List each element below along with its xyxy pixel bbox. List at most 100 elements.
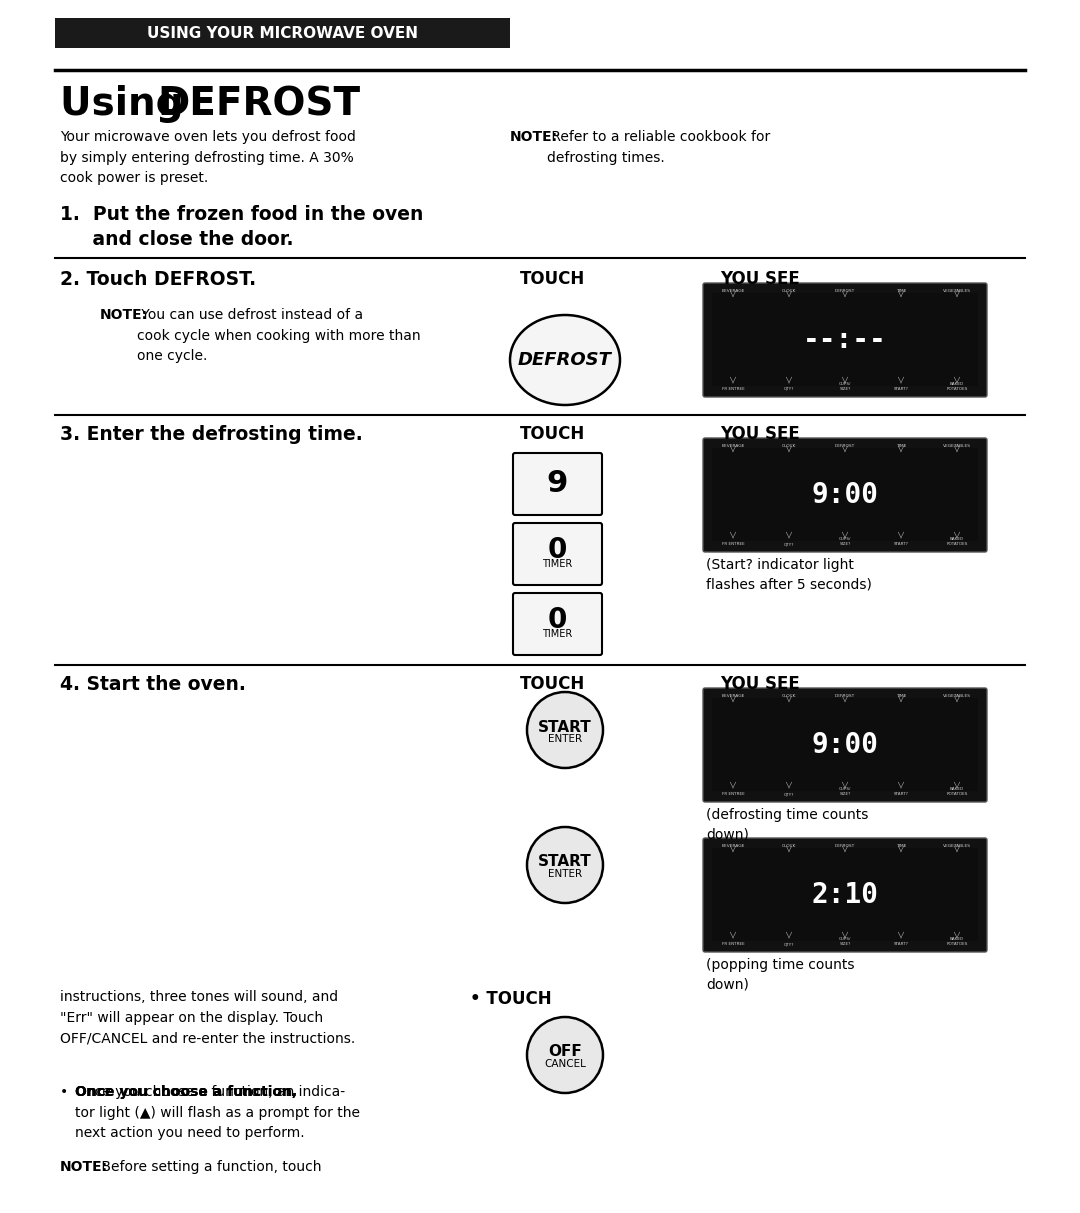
Text: DEFROST: DEFROST <box>835 289 855 294</box>
Bar <box>712 294 978 386</box>
Text: CUPS/
SIZE?: CUPS/ SIZE? <box>839 382 851 391</box>
Text: VEGETABLES: VEGETABLES <box>943 444 971 448</box>
Text: Once you choose a function, an indica-
tor light (▲) will flash as a prompt for : Once you choose a function, an indica- t… <box>75 1084 360 1140</box>
Text: 0: 0 <box>548 536 567 564</box>
Text: 1.  Put the frozen food in the oven
     and close the door.: 1. Put the frozen food in the oven and c… <box>60 205 423 249</box>
Text: FR ENTREE: FR ENTREE <box>721 542 744 546</box>
Text: DEFROST: DEFROST <box>835 844 855 848</box>
Text: VEGETABLES: VEGETABLES <box>943 844 971 848</box>
Text: ENTER: ENTER <box>548 869 582 879</box>
Text: BEVERAGE: BEVERAGE <box>721 844 745 848</box>
Bar <box>55 18 510 49</box>
Text: •: • <box>60 1084 72 1099</box>
Text: (defrosting time counts
down): (defrosting time counts down) <box>706 808 868 842</box>
Text: BEVERAGE: BEVERAGE <box>721 289 745 294</box>
Text: FR ENTREE: FR ENTREE <box>721 387 744 391</box>
Text: QTY?: QTY? <box>784 792 794 796</box>
Text: 9:00: 9:00 <box>811 731 878 759</box>
Text: BEVERAGE: BEVERAGE <box>721 444 745 448</box>
Text: QTY?: QTY? <box>784 943 794 946</box>
Text: TOUCH: TOUCH <box>519 674 585 693</box>
Text: Once you choose a function,: Once you choose a function, <box>75 1084 297 1099</box>
Text: Your microwave oven lets you defrost food
by simply entering defrosting time. A : Your microwave oven lets you defrost foo… <box>60 130 356 186</box>
Text: Once you choose a function,: Once you choose a function, <box>75 1084 297 1099</box>
Text: OFF: OFF <box>549 1044 582 1059</box>
FancyBboxPatch shape <box>703 688 987 802</box>
Circle shape <box>527 827 603 902</box>
Text: USING YOUR MICROWAVE OVEN: USING YOUR MICROWAVE OVEN <box>147 25 418 40</box>
Text: CLOCK: CLOCK <box>782 289 796 294</box>
Text: DEFROST: DEFROST <box>157 85 360 123</box>
Text: TIME: TIME <box>895 444 906 448</box>
Text: YOU SEE: YOU SEE <box>720 425 800 443</box>
Text: CLOCK: CLOCK <box>782 694 796 697</box>
Text: (popping time counts
down): (popping time counts down) <box>706 958 854 991</box>
Text: Using: Using <box>60 85 197 123</box>
Text: BAKED
POTATOES: BAKED POTATOES <box>946 382 968 391</box>
Text: START: START <box>538 854 592 870</box>
Ellipse shape <box>510 315 620 405</box>
Text: VEGETABLES: VEGETABLES <box>943 694 971 697</box>
FancyBboxPatch shape <box>703 283 987 397</box>
Text: CUPS/
SIZE?: CUPS/ SIZE? <box>839 787 851 796</box>
Text: TOUCH: TOUCH <box>519 270 585 287</box>
Text: (Start? indicator light
flashes after 5 seconds): (Start? indicator light flashes after 5 … <box>706 558 872 592</box>
Text: BAKED
POTATOES: BAKED POTATOES <box>946 938 968 946</box>
Text: FR ENTREE: FR ENTREE <box>721 943 744 946</box>
Text: 2. Touch DEFROST.: 2. Touch DEFROST. <box>60 270 256 289</box>
Text: TIME: TIME <box>895 289 906 294</box>
Text: START?: START? <box>893 943 908 946</box>
Text: TOUCH: TOUCH <box>519 425 585 443</box>
Text: ENTER: ENTER <box>548 734 582 744</box>
Text: BAKED
POTATOES: BAKED POTATOES <box>946 537 968 546</box>
Text: TIMER: TIMER <box>542 559 572 569</box>
Text: CUPS/
SIZE?: CUPS/ SIZE? <box>839 537 851 546</box>
Text: CLOCK: CLOCK <box>782 844 796 848</box>
Text: NOTE:: NOTE: <box>60 1160 108 1174</box>
FancyBboxPatch shape <box>513 452 602 516</box>
Bar <box>712 848 978 941</box>
Text: DEFROST: DEFROST <box>518 351 612 369</box>
Text: CANCEL: CANCEL <box>544 1059 586 1069</box>
Text: BEVERAGE: BEVERAGE <box>721 694 745 697</box>
Text: QTY?: QTY? <box>784 542 794 546</box>
Text: 9:00: 9:00 <box>811 482 878 509</box>
FancyBboxPatch shape <box>513 593 602 655</box>
Text: START?: START? <box>893 792 908 796</box>
Text: You can use defrost instead of a
cook cycle when cooking with more than
one cycl: You can use defrost instead of a cook cy… <box>137 308 420 363</box>
Text: YOU SEE: YOU SEE <box>720 674 800 693</box>
Text: START?: START? <box>893 542 908 546</box>
Text: 9: 9 <box>546 469 568 499</box>
Text: QTY?: QTY? <box>784 387 794 391</box>
Bar <box>712 699 978 791</box>
Text: 3. Enter the defrosting time.: 3. Enter the defrosting time. <box>60 425 363 444</box>
Text: • TOUCH: • TOUCH <box>470 990 552 1008</box>
Text: TIME: TIME <box>895 844 906 848</box>
Text: CUPS/
SIZE?: CUPS/ SIZE? <box>839 938 851 946</box>
Text: 0: 0 <box>548 606 567 634</box>
Text: 4. Start the oven.: 4. Start the oven. <box>60 674 246 694</box>
Bar <box>712 449 978 541</box>
Text: DEFROST: DEFROST <box>835 444 855 448</box>
Text: NOTE:: NOTE: <box>100 308 148 321</box>
Text: TIME: TIME <box>895 694 906 697</box>
FancyBboxPatch shape <box>703 438 987 552</box>
Text: START: START <box>538 719 592 735</box>
Text: BAKED
POTATOES: BAKED POTATOES <box>946 787 968 796</box>
Text: 2:10: 2:10 <box>811 881 878 909</box>
Text: Refer to a reliable cookbook for
defrosting times.: Refer to a reliable cookbook for defrost… <box>546 130 770 165</box>
Text: FR ENTREE: FR ENTREE <box>721 792 744 796</box>
FancyBboxPatch shape <box>703 838 987 952</box>
Circle shape <box>527 691 603 768</box>
Text: NOTE:: NOTE: <box>510 130 558 144</box>
Text: VEGETABLES: VEGETABLES <box>943 289 971 294</box>
Text: TIMER: TIMER <box>542 630 572 639</box>
Text: YOU SEE: YOU SEE <box>720 270 800 287</box>
Text: --:--: --:-- <box>804 326 887 354</box>
Text: instructions, three tones will sound, and
"Err" will appear on the display. Touc: instructions, three tones will sound, an… <box>60 990 355 1046</box>
FancyBboxPatch shape <box>513 523 602 585</box>
Circle shape <box>527 1016 603 1093</box>
Text: DEFROST: DEFROST <box>835 694 855 697</box>
Text: Before setting a function, touch: Before setting a function, touch <box>97 1160 322 1174</box>
Text: CLOCK: CLOCK <box>782 444 796 448</box>
